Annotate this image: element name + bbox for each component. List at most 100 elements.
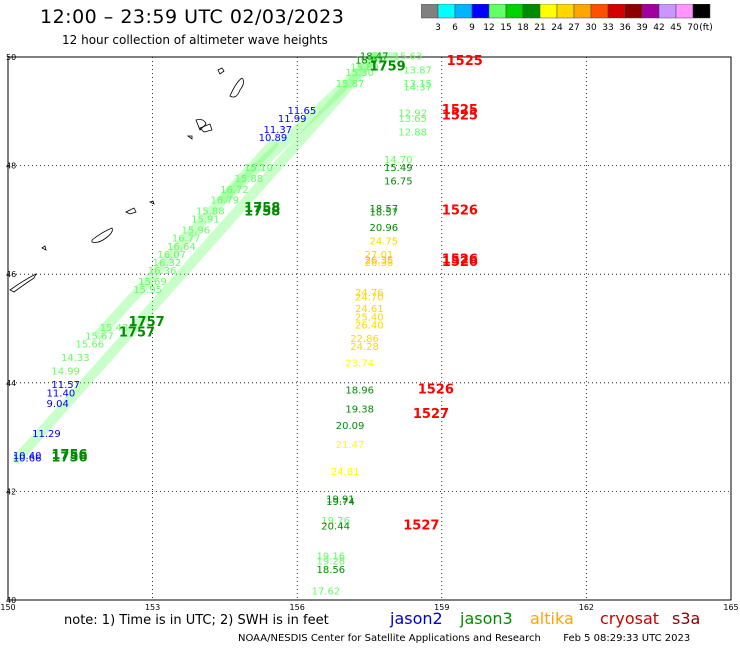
- wave-height-label: 18.57: [370, 208, 399, 219]
- island-outline: [125, 207, 137, 215]
- island-outline: [9, 273, 37, 293]
- pass-time-label: 1527: [413, 407, 449, 422]
- colorbar-label: 6: [452, 23, 458, 33]
- pass-time-label: 1526: [442, 255, 478, 270]
- legend-jason2: jason2: [390, 609, 443, 628]
- wave-height-label: 11.99: [278, 114, 307, 125]
- wave-height-label: 13.87: [403, 65, 432, 76]
- colorbar-label: 30: [585, 23, 597, 33]
- colorbar-label: 24: [551, 23, 563, 33]
- colorbar-label: 70: [687, 23, 699, 33]
- wave-height-label: 15.66: [75, 340, 104, 351]
- wave-height-label: 15.89: [350, 63, 379, 74]
- wave-height-label: 11.37: [263, 125, 292, 136]
- wave-height-label: 13.15: [403, 79, 432, 90]
- wave-height-label: 16.36: [148, 266, 177, 277]
- wave-height-label: 15.91: [191, 215, 220, 226]
- wave-height-label: 14.37: [403, 83, 432, 94]
- wave-height-label: 15.87: [336, 79, 365, 90]
- legend-s3a: s3a: [672, 609, 701, 628]
- wave-height-label: 24.70: [355, 292, 384, 303]
- colorbar-unit: (ft): [699, 23, 713, 33]
- wave-height-label: 25.40: [355, 312, 384, 323]
- wave-height-label: 15.30: [345, 68, 374, 79]
- colorbar-label: 9: [469, 23, 475, 33]
- island-outline: [229, 77, 244, 98]
- wave-height-label: 18.07: [355, 56, 384, 67]
- legend-altika: altika: [530, 609, 574, 628]
- wave-height-label: 19.74: [326, 497, 355, 508]
- lat-tick-label: 46: [6, 270, 16, 279]
- wave-height-label: 12.92: [398, 109, 427, 120]
- lat-tick-label: 40: [6, 596, 16, 605]
- wave-height-label: 24.81: [331, 467, 360, 478]
- wave-height-label: 15.88: [235, 174, 264, 185]
- footer-credit: NOAA/NESDIS Center for Satellite Applica…: [238, 633, 690, 644]
- colorbar-label: 33: [602, 23, 613, 33]
- wave-height-label: 24.61: [355, 304, 384, 315]
- wave-height-label: 18.56: [316, 565, 345, 576]
- wave-height-label: 16.32: [153, 258, 182, 269]
- lon-tick-label: 150: [0, 603, 15, 610]
- color-legend: 3 6 9 12 15 18 21 24 27 30 33 36 39 42 45 70 (ft): [421, 4, 713, 33]
- wave-height-label: 14.99: [51, 367, 80, 378]
- wave-height-label: 19.38: [345, 405, 374, 416]
- wave-height-label: 16.07: [157, 250, 186, 261]
- wave-height-label: 19.91: [326, 494, 355, 505]
- wave-height-label: 26.38: [365, 258, 394, 269]
- colorbar-label: 45: [670, 23, 681, 33]
- colorbar-swatch: [692, 4, 711, 19]
- pass-time-label: 1525: [442, 108, 478, 123]
- lon-tick-label: 153: [145, 603, 160, 610]
- pass-time-label: 1756: [51, 451, 87, 466]
- wave-height-label: 21.47: [336, 440, 365, 451]
- wave-height-label: 10.66: [13, 454, 42, 465]
- wave-height-label: 15.67: [85, 331, 114, 342]
- wave-height-label: 15.43: [100, 323, 129, 334]
- wave-height-label: 18.96: [345, 386, 374, 397]
- wave-height-label: 20.44: [321, 521, 350, 532]
- wave-height-label: 19.28: [316, 557, 345, 568]
- pass-time-label: 1756: [51, 448, 87, 463]
- colorbar-label: 27: [568, 23, 579, 33]
- wave-height-label: 22.86: [350, 334, 379, 345]
- colorbar-label: 15: [500, 23, 511, 33]
- wave-height-label: 24.76: [355, 288, 384, 299]
- wave-height-label: 15.63: [394, 52, 423, 63]
- island-outline: [217, 67, 225, 75]
- pass-time-label: 1757: [129, 315, 165, 330]
- wave-height-label: 15.10: [244, 163, 273, 174]
- colorbar-label: 42: [653, 23, 664, 33]
- wave-height-label: 26.35: [365, 255, 394, 266]
- wave-height-label: 16.79: [210, 196, 239, 207]
- pass-time-label: 1759: [370, 60, 406, 75]
- pass-time-label: 1525: [442, 103, 478, 118]
- wave-height-label: 15.96: [182, 225, 211, 236]
- pass-time-label: 1526: [442, 203, 478, 218]
- wave-height-label: 20.96: [370, 223, 399, 234]
- wave-height-label: 16.75: [384, 177, 413, 188]
- wave-height-label: 16.64: [167, 242, 196, 253]
- wave-height-label: 14.70: [384, 155, 413, 166]
- wave-height-label: 23.74: [345, 359, 374, 370]
- wave-height-label: 11.65: [288, 106, 317, 117]
- legend-jason3: jason3: [460, 609, 513, 628]
- lat-tick-label: 50: [6, 53, 16, 62]
- wave-height-label: 15.95: [133, 285, 162, 296]
- wave-height-label: 27.01: [365, 250, 394, 261]
- lat-tick-label: 48: [6, 162, 16, 171]
- map-frame: [7, 56, 732, 601]
- wave-height-label: 11.40: [47, 388, 76, 399]
- pass-time-label: 1527: [403, 518, 439, 533]
- lon-tick-label: 162: [579, 603, 594, 610]
- pass-time-label: 1758: [244, 201, 280, 216]
- wave-height-label: 24.75: [370, 236, 399, 247]
- wave-height-label: 24.28: [350, 342, 379, 353]
- wave-height-label: 16.77: [172, 234, 201, 245]
- footer-timestamp: Feb 5 08:29:33 UTC 2023: [563, 633, 691, 644]
- lat-tick-label: 42: [6, 487, 16, 496]
- colorbar-label: 12: [483, 23, 494, 33]
- wave-height-label: 15.88: [196, 206, 225, 217]
- island-outline: [148, 200, 155, 205]
- wave-height-label: 15.49: [384, 163, 413, 174]
